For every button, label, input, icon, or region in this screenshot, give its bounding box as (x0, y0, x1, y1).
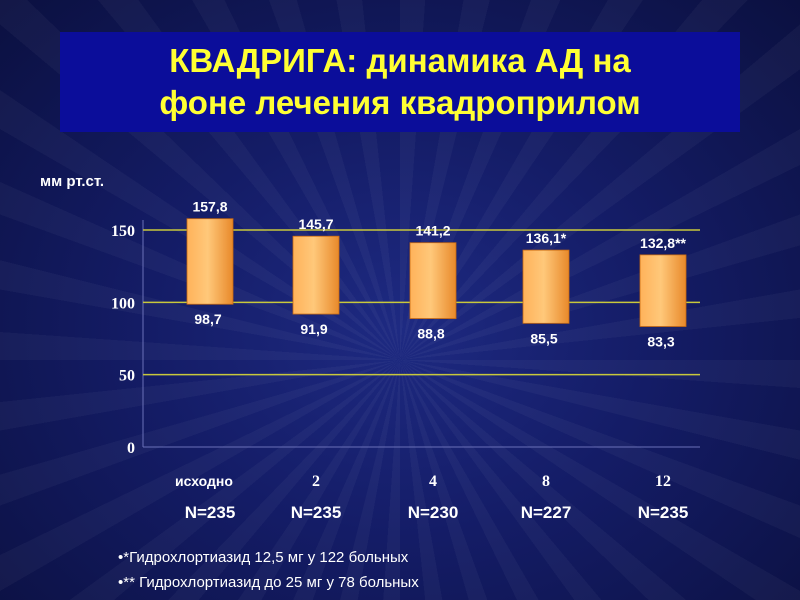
x-category-label: 4 (429, 473, 437, 490)
footnote-2: •** Гидрохлортиазид до 25 мг у 78 больны… (118, 574, 419, 591)
range-bar (522, 249, 570, 324)
range-bar (639, 254, 687, 327)
low-value-label: 88,8 (417, 326, 444, 342)
high-value-label: 145,7 (298, 216, 333, 232)
sample-size-label: N=227 (521, 503, 572, 522)
sample-size-label: N=230 (408, 503, 459, 522)
footnotes: •*Гидрохлортиазид 12,5 мг у 122 больных … (118, 545, 419, 595)
x-category-label: 2 (312, 473, 320, 490)
y-tick-label: 0 (127, 440, 135, 457)
low-value-label: 83,3 (647, 333, 674, 349)
y-tick-label: 150 (111, 223, 135, 240)
x-category-label: 12 (655, 473, 671, 490)
low-value-label: 98,7 (194, 311, 221, 327)
y-tick-label: 100 (111, 295, 135, 312)
high-value-label: 141,2 (415, 223, 450, 239)
x-category-label: 8 (542, 473, 550, 490)
high-value-label: 136,1* (526, 230, 567, 246)
range-bar (186, 218, 234, 305)
range-bar (409, 242, 457, 319)
sample-size-label: N=235 (185, 503, 236, 522)
title-box: КВАДРИГА: динамика АД на фоне лечения кв… (60, 32, 740, 132)
footnote-1: •*Гидрохлортиазид 12,5 мг у 122 больных (118, 549, 409, 566)
range-bar (292, 235, 340, 315)
sample-size-label: N=235 (638, 503, 689, 522)
high-value-label: 132,8** (640, 235, 686, 251)
high-value-label: 157,8 (192, 199, 227, 215)
sample-size-label: N=235 (291, 503, 342, 522)
x-category-label: исходно (175, 473, 233, 489)
y-tick-label: 50 (119, 368, 135, 385)
slide-title: КВАДРИГА: динамика АД на фоне лечения кв… (159, 42, 641, 121)
low-value-label: 85,5 (530, 330, 557, 346)
low-value-label: 91,9 (300, 321, 327, 337)
y-axis-label: мм рт.ст. (40, 173, 104, 190)
